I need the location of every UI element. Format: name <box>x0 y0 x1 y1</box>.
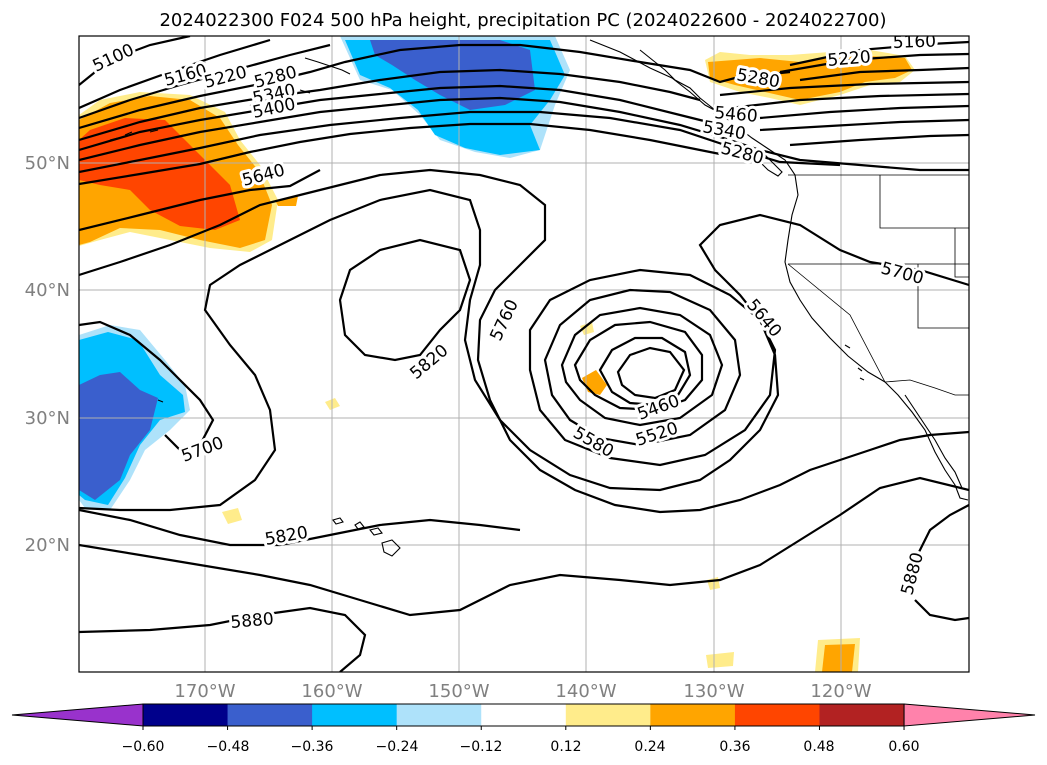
us-mexico-border <box>884 379 969 396</box>
colorbar-segment <box>312 704 398 726</box>
colorbar-tick-label: −0.12 <box>460 739 503 755</box>
map-frame <box>78 35 970 673</box>
contour-5280-west <box>79 43 791 130</box>
lat-label: 30°N <box>25 408 70 429</box>
contour-5100 <box>79 36 191 86</box>
precip-dot-2 <box>580 322 594 335</box>
graticule <box>79 36 969 672</box>
colorbar-extend-right <box>903 703 1036 727</box>
colorbar-segment <box>819 704 905 726</box>
lon-label: 160°W <box>301 681 362 702</box>
small-islands <box>157 344 865 403</box>
contour-5640-low <box>528 268 777 467</box>
colorbar-tick-label: −0.60 <box>122 739 165 755</box>
colorbar-tick-label: 0.60 <box>888 739 919 755</box>
contour-east-5280 <box>799 66 969 82</box>
contour-east-5340 <box>719 80 969 97</box>
contour-5400 <box>79 84 721 152</box>
contour-label: 5160 <box>892 31 936 52</box>
contour-5160-west <box>79 38 271 110</box>
contour-5340 <box>79 68 701 142</box>
colorbar <box>11 703 1036 730</box>
colorbar-tick-label: −0.24 <box>376 739 419 755</box>
colorbar-segment <box>143 704 229 726</box>
lat-label: 20°N <box>25 535 70 556</box>
baja-peninsula-coast <box>904 394 969 491</box>
contour-5220-west <box>79 43 331 120</box>
precip-dark-blue-west <box>79 372 158 500</box>
contour-5760 <box>79 188 969 512</box>
precip-orange-south <box>822 644 855 672</box>
contour-5400-low <box>598 336 692 407</box>
lon-label: 120°W <box>810 681 871 702</box>
contour-label: 5220 <box>827 47 872 71</box>
lat-label: 40°N <box>25 280 70 301</box>
precip-orange-northeast <box>708 55 912 100</box>
contour-east-5220 <box>779 52 969 74</box>
contour-5880-east <box>908 504 969 622</box>
contour-5640-north <box>79 169 321 232</box>
colorbar-tick-label: 0.36 <box>719 739 750 755</box>
colorbar-segment <box>650 704 736 726</box>
precip-red-west <box>79 118 240 230</box>
contour-5460-north <box>79 96 969 172</box>
height-contours <box>79 36 969 672</box>
precip-dot-west <box>275 196 298 206</box>
contour-east-5580 <box>789 133 969 147</box>
longitude-labels: 170°W 160°W 150°W 140°W 130°W 120°W <box>174 681 871 702</box>
contour-east-5160 <box>789 40 969 67</box>
colorbar-frame <box>142 703 905 727</box>
figure-title: 2024022300 F024 500 hPa height, precipit… <box>159 10 886 31</box>
colorbar-segment <box>481 704 567 726</box>
contour-east-5520 <box>759 118 969 132</box>
contour-east-5400 <box>729 92 969 110</box>
colorbar-segment <box>565 704 651 726</box>
colorbar-tick-label: −0.36 <box>291 739 334 755</box>
contour-east-5460 <box>759 104 969 120</box>
contour-label: 5880 <box>230 609 275 633</box>
colorbar-tick-label: 0.48 <box>803 739 834 755</box>
contour-5700-west-loop <box>79 320 215 452</box>
colorbar-tick-label: 0.12 <box>550 739 581 755</box>
contour-5340-low <box>616 346 686 400</box>
colorbar-segment <box>734 704 820 726</box>
precip-dot-6 <box>706 652 734 668</box>
alaska-panhandle-coast <box>639 49 716 111</box>
colorbar-tick-label: 0.24 <box>634 739 665 755</box>
north-america-coast <box>589 39 969 501</box>
colorbar-extend-left <box>11 703 144 727</box>
colorbar-tick-label: −0.48 <box>207 739 250 755</box>
lon-label: 150°W <box>428 681 489 702</box>
hawaiian-islands <box>332 517 401 557</box>
lon-label: 140°W <box>555 681 616 702</box>
colorbar-tick-labels: −0.60 −0.48 −0.36 −0.24 −0.12 0.12 0.24 … <box>122 739 920 755</box>
contour-5580-north <box>79 122 761 186</box>
precip-dot-4 <box>222 508 242 524</box>
precip-dark-blue-north <box>370 40 535 110</box>
map-area: 5100 5160 5220 5280 5340 5400 5640 5280 … <box>79 31 969 672</box>
contour-5520-low <box>560 306 724 427</box>
contour-5460-low <box>573 320 704 412</box>
contour-5820 <box>79 508 521 547</box>
contour-5880-west <box>79 606 367 672</box>
lon-label: 130°W <box>683 681 744 702</box>
contour-5520-north <box>79 110 841 174</box>
contour-5580-low <box>543 288 742 447</box>
contour-5880-mid <box>79 476 969 617</box>
contour-5820-inner <box>338 238 472 362</box>
lon-label: 170°W <box>174 681 235 702</box>
contour-5700-loop <box>79 168 969 514</box>
lat-label: 50°N <box>25 153 70 174</box>
colorbar-segment <box>227 704 313 726</box>
latitude-labels: 50°N 40°N 30°N 20°N <box>25 153 70 556</box>
colorbar-segment <box>396 704 482 726</box>
